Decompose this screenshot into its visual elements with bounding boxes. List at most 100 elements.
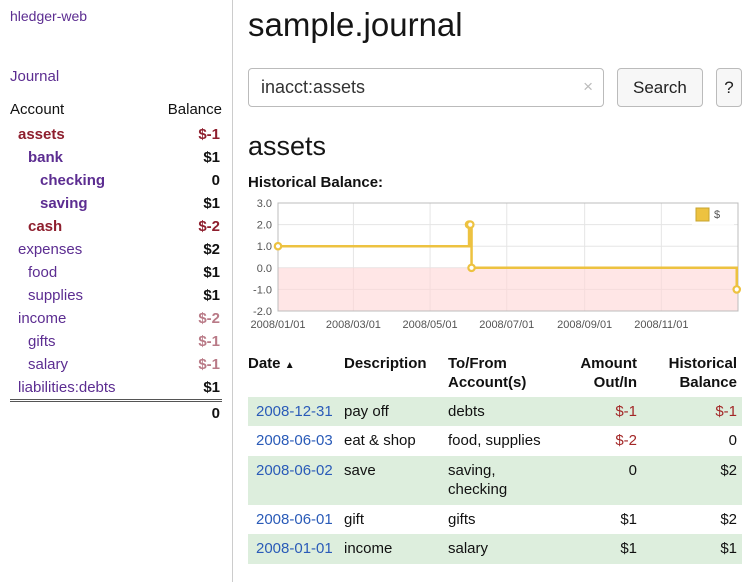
- transaction-accounts: saving, checking: [448, 461, 508, 499]
- svg-text:2008/11/01: 2008/11/01: [634, 319, 688, 331]
- transaction-accounts: salary: [448, 540, 489, 557]
- transaction-date-link[interactable]: 2008-01-01: [256, 540, 333, 557]
- account-balance: $2: [203, 241, 220, 258]
- search-button[interactable]: Search: [617, 68, 703, 107]
- svg-text:2.0: 2.0: [257, 220, 272, 232]
- transaction-amount: $-1: [615, 402, 637, 420]
- sort-asc-icon: ▲: [284, 360, 295, 371]
- account-balance: $1: [203, 195, 220, 212]
- accounts-header-account: Account: [10, 101, 65, 118]
- transaction-accounts: debts: [448, 402, 485, 420]
- search-input[interactable]: [248, 68, 604, 107]
- transaction-amount: $-2: [615, 432, 637, 449]
- transaction-balance: $-1: [715, 402, 737, 420]
- transaction-balance: $1: [720, 540, 737, 557]
- account-link-income[interactable]: income: [18, 310, 67, 327]
- account-link-bank[interactable]: bank: [28, 149, 64, 166]
- svg-text:1.0: 1.0: [257, 241, 272, 253]
- account-balance: $-1: [198, 356, 220, 373]
- account-balance: $-1: [198, 333, 220, 350]
- transaction-description: pay off: [344, 402, 389, 420]
- accounts-header-row: Account Balance: [10, 99, 222, 123]
- account-link-liabilities-debts[interactable]: liabilities:debts: [18, 379, 116, 396]
- transaction-balance: $2: [720, 510, 737, 528]
- clear-search-icon[interactable]: ×: [583, 77, 593, 96]
- account-link-cash[interactable]: cash: [28, 218, 63, 235]
- col-header-amount: Amount Out/In: [580, 355, 637, 391]
- accounts-header-balance: Balance: [167, 101, 222, 118]
- transaction-date-link[interactable]: 2008-06-03: [256, 432, 333, 449]
- account-balance: $1: [203, 264, 220, 281]
- account-row-checking: checking 0: [10, 169, 222, 192]
- transaction-date-link[interactable]: 2008-06-02: [256, 461, 333, 479]
- transaction-balance: $2: [720, 461, 737, 479]
- svg-text:2008/03/01: 2008/03/01: [326, 319, 381, 331]
- search-box: ×: [248, 68, 604, 107]
- account-row-liabilities-debts: liabilities:debts $1: [10, 376, 222, 401]
- help-button[interactable]: ?: [715, 68, 742, 107]
- svg-text:2008/07/01: 2008/07/01: [479, 319, 534, 331]
- transaction-date-link[interactable]: 2008-06-01: [256, 510, 333, 528]
- account-link-salary[interactable]: salary: [28, 356, 69, 373]
- transaction-amount: 0: [628, 461, 637, 479]
- account-row-food: food $1: [10, 261, 222, 284]
- register-row: 2008-06-01 gift gifts $1 $2: [248, 505, 742, 535]
- register-table: Date ▲ Description To/From Account(s) Amo…: [248, 353, 742, 564]
- accounts-total-row: 0: [10, 399, 222, 425]
- account-balance: $-1: [198, 126, 220, 143]
- svg-text:0.0: 0.0: [257, 263, 272, 275]
- account-link-expenses[interactable]: expenses: [18, 241, 83, 258]
- account-row-assets: assets $-1: [10, 123, 222, 146]
- transaction-description: eat & shop: [344, 432, 416, 449]
- register-row: 2008-06-03 eat & shop food, supplies $-2…: [248, 426, 742, 456]
- svg-text:2008/09/01: 2008/09/01: [557, 319, 612, 331]
- account-row-saving: saving $1: [10, 192, 222, 215]
- account-balance: 0: [211, 172, 220, 189]
- account-link-food[interactable]: food: [28, 264, 58, 281]
- register-row: 2008-01-01 income salary $1 $1: [248, 534, 742, 564]
- sidebar: hledger-web Journal Account Balance asse…: [0, 0, 233, 582]
- account-balance: $1: [203, 287, 220, 304]
- transaction-balance: 0: [728, 432, 737, 449]
- account-row-salary: salary $-1: [10, 353, 222, 376]
- account-balance: $1: [203, 149, 220, 166]
- col-header-balance: Historical Balance: [668, 355, 737, 391]
- account-row-income: income $-2: [10, 307, 222, 330]
- col-header-accounts: To/From Account(s): [448, 355, 527, 391]
- register-header-row: Date ▲ Description To/From Account(s) Amo…: [248, 353, 742, 397]
- transaction-accounts: gifts: [448, 510, 476, 528]
- account-row-bank: bank $1: [10, 146, 222, 169]
- account-link-saving[interactable]: saving: [40, 195, 88, 212]
- accounts-total-balance: 0: [150, 399, 222, 425]
- register-row: 2008-06-02 save saving, checking 0 $2: [248, 455, 742, 505]
- svg-text:2008/05/01: 2008/05/01: [403, 319, 458, 331]
- account-link-gifts[interactable]: gifts: [28, 333, 56, 350]
- account-row-cash: cash $-2: [10, 215, 222, 238]
- journal-title: sample.journal: [248, 6, 463, 43]
- account-balance: $-2: [198, 218, 220, 235]
- col-header-date[interactable]: Date ▲: [248, 355, 295, 372]
- transaction-amount: $1: [620, 540, 637, 557]
- app-title-link[interactable]: hledger-web: [10, 8, 88, 24]
- svg-text:-2.0: -2.0: [253, 306, 272, 318]
- journal-link[interactable]: Journal: [10, 68, 60, 85]
- account-row-supplies: supplies $1: [10, 284, 222, 307]
- transaction-description: income: [344, 540, 393, 557]
- account-row-expenses: expenses $2: [10, 238, 222, 261]
- col-header-description: Description: [344, 355, 427, 372]
- transaction-description: gift: [344, 510, 365, 528]
- register-row: 2008-12-31 pay off debts $-1 $-1: [248, 396, 742, 426]
- chart-legend: $: [692, 205, 734, 225]
- account-balance: $-2: [198, 310, 220, 327]
- account-link-supplies[interactable]: supplies: [28, 287, 84, 304]
- account-link-checking[interactable]: checking: [40, 172, 106, 189]
- transaction-date-link[interactable]: 2008-12-31: [256, 402, 333, 420]
- svg-text:3.0: 3.0: [257, 198, 272, 210]
- chart-title: Historical Balance:: [248, 174, 384, 191]
- account-row-gifts: gifts $-1: [10, 330, 222, 353]
- search-bar: × Search ?: [248, 68, 742, 107]
- svg-text:-1.0: -1.0: [253, 284, 272, 296]
- account-link-assets[interactable]: assets: [18, 126, 65, 143]
